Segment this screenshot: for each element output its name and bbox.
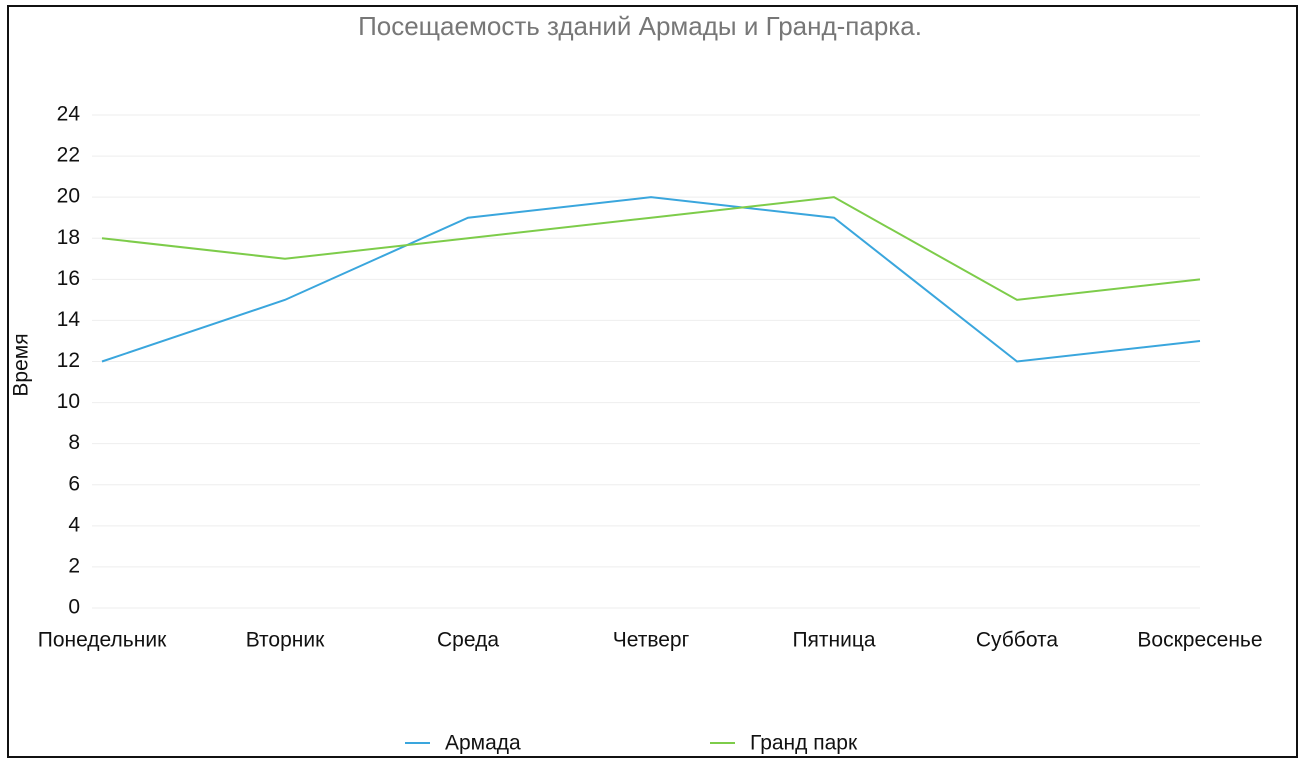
chart-title: Посещаемость зданий Армады и Гранд-парка… xyxy=(358,11,922,41)
x-tick-label: Среда xyxy=(437,629,499,652)
frame xyxy=(7,5,1298,758)
y-tick-label: 6 xyxy=(68,472,80,495)
x-tick-label: Вторник xyxy=(246,629,325,652)
y-tick-label: 4 xyxy=(68,513,80,536)
y-tick-label: 22 xyxy=(57,144,80,167)
y-tick-label: 10 xyxy=(57,390,80,413)
x-tick-label: Суббота xyxy=(976,629,1059,652)
legend-label: Армада xyxy=(445,732,521,755)
x-tick-label: Воскресенье xyxy=(1137,629,1262,652)
x-tick-label: Четверг xyxy=(613,629,690,652)
series-line xyxy=(101,196,1201,301)
x-tick-label: Понедельник xyxy=(38,629,167,652)
y-tick-label: 18 xyxy=(57,226,80,249)
y-tick-label: 16 xyxy=(57,267,80,290)
y-tick-label: 14 xyxy=(57,308,81,331)
y-tick-label: 12 xyxy=(57,349,80,372)
y-tick-label: 0 xyxy=(68,596,80,619)
series-line xyxy=(101,196,1201,363)
y-axis-label: Время xyxy=(10,333,33,396)
y-tick-label: 8 xyxy=(68,431,80,454)
y-tick-label: 20 xyxy=(57,185,80,208)
y-tick-label: 24 xyxy=(57,103,81,126)
x-tick-label: Пятница xyxy=(792,629,875,652)
legend-label: Гранд парк xyxy=(750,732,858,755)
y-tick-label: 2 xyxy=(68,554,80,577)
